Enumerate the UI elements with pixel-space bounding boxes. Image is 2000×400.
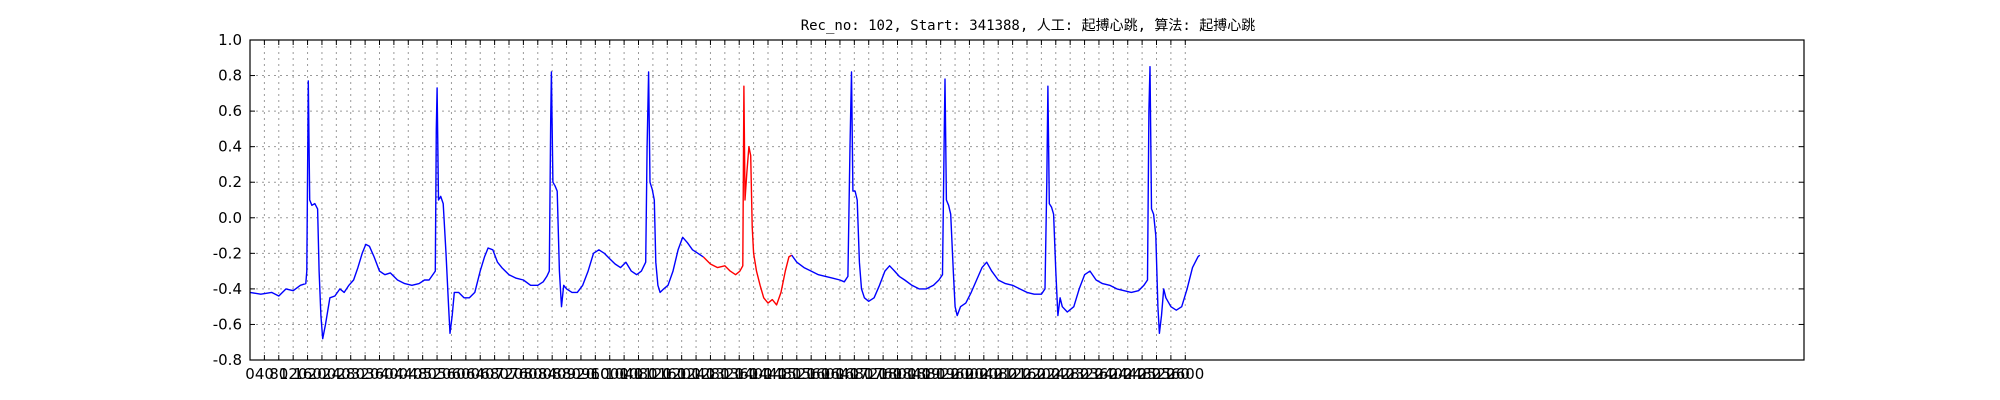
x-tick-label: 960 bbox=[581, 365, 610, 383]
x-tick-label: 1000 bbox=[591, 365, 629, 383]
x-tick-label: 240 bbox=[322, 365, 351, 383]
x-tick-label: 1120 bbox=[634, 365, 672, 383]
ecg-trace bbox=[249, 71, 704, 340]
chart-title: Rec_no: 102, Start: 341388, 人工: 起搏心跳, 算法… bbox=[801, 17, 1256, 34]
x-tick-label: 1160 bbox=[648, 365, 686, 383]
y-tick-label: 0.4 bbox=[218, 138, 242, 156]
y-tick-label: 1.0 bbox=[218, 31, 242, 49]
x-tick-label: 1480 bbox=[763, 365, 801, 383]
x-tick-label: 1280 bbox=[691, 365, 729, 383]
x-tick-label: 2600 bbox=[1166, 365, 1204, 383]
x-tick-label: 2560 bbox=[1152, 365, 1190, 383]
y-tick-labels: -0.8 -0.6 -0.4 -0.2 0.0 0.2 0.4 0.6 0.8 1.0 bbox=[213, 31, 242, 369]
x-tick-label: 400 bbox=[380, 365, 409, 383]
x-tick-label: 0 bbox=[245, 365, 255, 383]
x-tick-label: 520 bbox=[423, 365, 452, 383]
x-tick-label: 1400 bbox=[735, 365, 773, 383]
x-tick-label: 840 bbox=[538, 365, 567, 383]
x-tick-label: 1240 bbox=[677, 365, 715, 383]
y-tick-label: 0.0 bbox=[218, 209, 242, 227]
x-tick-label: 280 bbox=[336, 365, 365, 383]
x-tick-label: 2160 bbox=[1008, 365, 1046, 383]
x-tick-label: 1520 bbox=[778, 365, 816, 383]
y-tick-label: -0.6 bbox=[213, 315, 242, 333]
x-tick-label: 2480 bbox=[1123, 365, 1161, 383]
x-tick-label: 200 bbox=[308, 365, 337, 383]
x-tick-label: 1640 bbox=[821, 365, 859, 383]
x-tick-label: 2400 bbox=[1094, 365, 1132, 383]
y-tick-label: -0.2 bbox=[213, 244, 242, 262]
x-tick-label: 1560 bbox=[792, 365, 830, 383]
x-tick-label: 1680 bbox=[835, 365, 873, 383]
x-tick-labels: 0 408012016020024028032036040044048052056… bbox=[245, 365, 1204, 383]
x-tick-label: 2280 bbox=[1051, 365, 1089, 383]
plot-area bbox=[249, 66, 1201, 340]
x-tick-label: 1880 bbox=[907, 365, 945, 383]
x-tick-label: 2120 bbox=[994, 365, 1032, 383]
x-tick-label: 1600 bbox=[806, 365, 844, 383]
x-tick-label: 1720 bbox=[850, 365, 888, 383]
x-tick-label: 320 bbox=[351, 365, 380, 383]
y-tick-label: 0.6 bbox=[218, 102, 242, 120]
x-tick-label: 1840 bbox=[893, 365, 931, 383]
x-tick-label: 920 bbox=[567, 365, 596, 383]
x-tick-label: 2000 bbox=[950, 365, 988, 383]
x-tick-label: 2240 bbox=[1037, 365, 1075, 383]
x-tick-label: 560 bbox=[437, 365, 466, 383]
x-tick-label: 2200 bbox=[1022, 365, 1060, 383]
y-tick-label: 0.8 bbox=[218, 67, 242, 85]
x-tick-label: 1760 bbox=[864, 365, 902, 383]
x-tick-label: 2320 bbox=[1065, 365, 1103, 383]
x-tick-label: 360 bbox=[365, 365, 394, 383]
x-tick-label: 680 bbox=[480, 365, 509, 383]
y-tick-label: -0.4 bbox=[213, 280, 242, 298]
x-tick-label: 760 bbox=[509, 365, 538, 383]
x-tick-label: 2080 bbox=[979, 365, 1017, 383]
x-tick-label: 1320 bbox=[706, 365, 744, 383]
tick-layer bbox=[249, 39, 1804, 361]
x-tick-label: 2040 bbox=[965, 365, 1003, 383]
x-tick-label: 120 bbox=[279, 365, 308, 383]
x-tick-label: 160 bbox=[293, 365, 322, 383]
x-tick-label: 2440 bbox=[1109, 365, 1147, 383]
x-tick-label: 640 bbox=[466, 365, 495, 383]
x-tick-label: 1960 bbox=[936, 365, 974, 383]
grid-layer bbox=[250, 40, 1804, 360]
y-tick-label: -0.8 bbox=[213, 351, 242, 369]
x-tick-label: 440 bbox=[394, 365, 423, 383]
x-tick-label: 720 bbox=[495, 365, 524, 383]
x-tick-label: 1920 bbox=[922, 365, 960, 383]
x-tick-label: 600 bbox=[452, 365, 481, 383]
x-tick-label: 80 bbox=[269, 365, 288, 383]
x-tick-label: 1440 bbox=[749, 365, 787, 383]
x-tick-label: 800 bbox=[523, 365, 552, 383]
x-tick-label: 40 bbox=[255, 365, 274, 383]
y-tick-label: 0.2 bbox=[218, 173, 242, 191]
x-tick-label: 1800 bbox=[878, 365, 916, 383]
x-tick-label: 880 bbox=[552, 365, 581, 383]
x-tick-label: 1360 bbox=[720, 365, 758, 383]
x-tick-label: 480 bbox=[408, 365, 437, 383]
x-tick-label: 1200 bbox=[663, 365, 701, 383]
x-tick-label: 1040 bbox=[605, 365, 643, 383]
x-tick-label: 1080 bbox=[619, 365, 657, 383]
x-tick-label: 2520 bbox=[1137, 365, 1175, 383]
ecg-trace-highlighted bbox=[702, 85, 793, 306]
ecg-trace bbox=[791, 66, 1201, 334]
x-tick-label: 2360 bbox=[1080, 365, 1118, 383]
